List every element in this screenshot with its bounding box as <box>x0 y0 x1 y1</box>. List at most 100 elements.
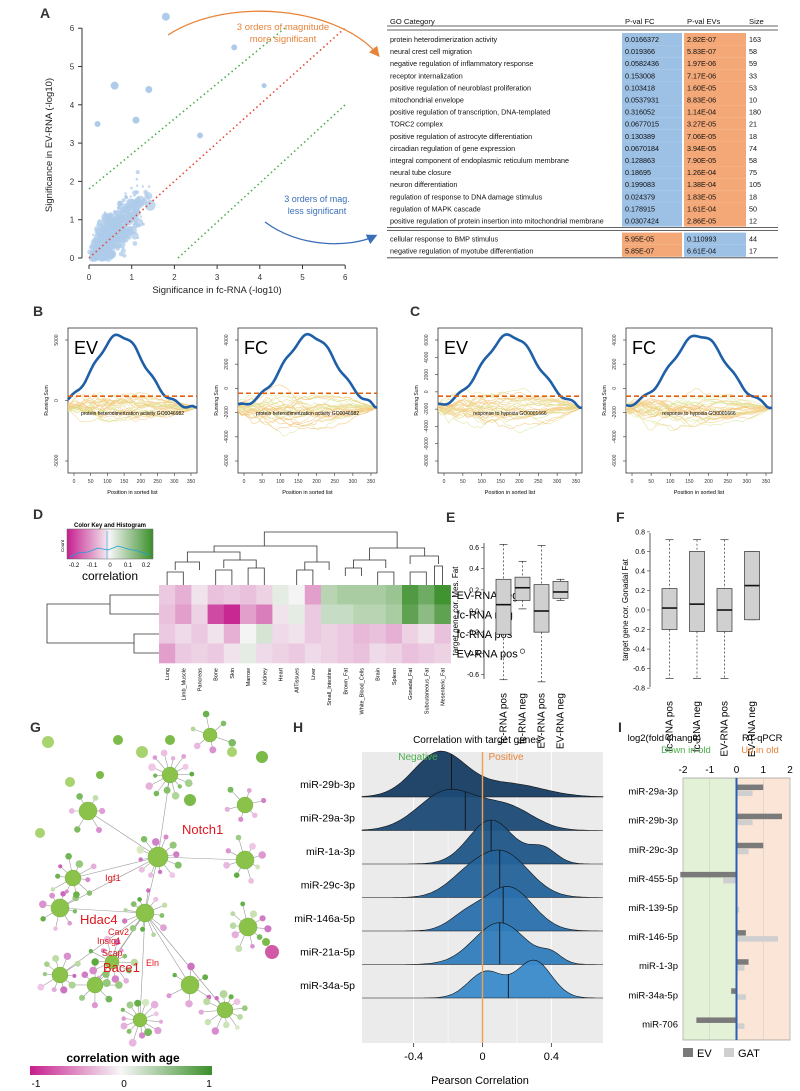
go-row-pval-ev: 1.83E-05 <box>687 192 716 201</box>
color-key-ylabel: Count <box>60 539 65 552</box>
gsea-x-tick-label: 50 <box>460 479 466 485</box>
scatter-y-tick-label: 2 <box>70 177 75 186</box>
scatter-point <box>119 211 123 214</box>
gsea-x-tick-label: 150 <box>496 479 505 485</box>
network-leaf-node <box>225 848 231 854</box>
bar-x-tick-label: 2 <box>787 765 793 776</box>
heatmap-cell <box>418 585 435 605</box>
go-header-category: GO Category <box>390 17 435 26</box>
bar-ev <box>731 988 737 994</box>
network-leaf-node <box>231 931 239 939</box>
ridge-positive-label: Positive <box>488 752 523 763</box>
gsea-panels: EV protein heterodimerization activity GO… <box>44 327 773 496</box>
network-leaf-node <box>63 952 72 960</box>
network-leaf-node <box>248 878 255 884</box>
heatmap-col-label: Liver <box>311 668 317 680</box>
network-leaf-node <box>39 900 47 909</box>
network-leaf-node <box>224 806 230 812</box>
scatter-point <box>117 205 121 209</box>
network-hub-node <box>236 796 254 814</box>
go-row-pval-ev: 5.83E-07 <box>687 47 716 56</box>
heatmap-col-label: Lung <box>165 668 171 680</box>
dendrogram-link <box>186 551 241 562</box>
scatter-y-tick-label: 3 <box>70 139 75 148</box>
heatmap-cell <box>321 604 338 625</box>
scatter-point <box>132 241 138 246</box>
scatter-x-tick-label: 5 <box>300 273 305 282</box>
box-category-label: fc-RNA pos <box>499 693 510 744</box>
bar-ev <box>736 842 764 849</box>
scatter-point <box>93 239 97 243</box>
go-row-pval-ev: 7.06E-05 <box>687 132 716 141</box>
network-hub-node <box>86 976 104 994</box>
go-row-category: neural tube closure <box>390 168 451 177</box>
scatter-point <box>141 185 144 188</box>
go-row-pval-ev: 1.26E-04 <box>687 168 716 177</box>
panel-label-e: E <box>446 509 455 525</box>
gsea-random-walk <box>237 394 378 412</box>
network-leaf-node <box>163 786 171 794</box>
heatmap-cell <box>272 624 289 644</box>
network-leaf-node <box>120 1007 125 1012</box>
ridge-x-label: Pearson Correlation <box>431 1075 529 1087</box>
go-row-pval-ev: 2.82E-07 <box>687 35 716 44</box>
gsea-random-walk <box>625 399 773 417</box>
legend-ev-swatch <box>683 1048 693 1057</box>
network-leaf-node <box>252 812 258 818</box>
box-y-tick-label: 0.0 <box>635 608 645 615</box>
dendrogram-link <box>434 565 443 585</box>
ridge-x-tick-label: -0.4 <box>404 1051 423 1063</box>
go-row-fc-cell <box>622 117 682 130</box>
dendrogram-link <box>166 571 184 585</box>
network-node <box>265 945 279 959</box>
go-row-fc-cell <box>622 141 682 154</box>
network-leaf-node <box>44 961 50 967</box>
heatmap-cell <box>175 624 192 644</box>
network-leaf-node <box>73 891 80 898</box>
box-y-tick-label: 0.6 <box>469 545 479 552</box>
network-leaf-node <box>261 797 267 804</box>
scatter-y-tick-label: 6 <box>70 24 75 33</box>
scatter-point <box>130 186 133 190</box>
go-row-fc-cell <box>622 166 682 179</box>
dendrogram-link <box>215 569 233 585</box>
network-leaf-node <box>60 986 68 994</box>
heatmap-cell <box>159 643 176 664</box>
bar-title-right: RT-qPCR <box>742 733 783 744</box>
heatmap-cell <box>159 585 176 605</box>
go-row-size: 18 <box>749 132 757 141</box>
gene-label-igf1: Igf1 <box>105 873 121 884</box>
network-leaf-node <box>184 779 193 787</box>
go-row-pval-ev: 1.97E-06 <box>687 59 716 68</box>
heatmap-col-label: White_Blood_Cells <box>360 668 366 715</box>
heatmap-col-label: Gonadal_Fat <box>408 668 414 700</box>
network-node <box>113 735 123 745</box>
network-node <box>165 735 175 745</box>
gsea-y-tick-label: -6000 <box>612 454 618 467</box>
lower-threshold-line <box>177 104 346 259</box>
ridge-series-label: miR-1a-3p <box>306 846 355 858</box>
network-leaf-node <box>65 853 72 860</box>
network-leaf-node <box>104 935 111 943</box>
network-leaf-node <box>152 755 158 760</box>
network-leaf-node <box>153 896 159 902</box>
network-node <box>227 747 237 757</box>
network-leaf-node <box>185 1000 193 1008</box>
bar-ev <box>736 930 746 936</box>
scatter-point <box>120 248 126 254</box>
scatter-point <box>112 213 115 216</box>
box-y-tick-label: 0.4 <box>635 568 645 575</box>
network-hub-node <box>180 975 200 995</box>
gsea-random-walk <box>437 401 583 415</box>
network-leaf-node <box>148 872 154 878</box>
gsea-y-tick-label: -5000 <box>54 454 60 467</box>
dendrogram-link <box>213 545 318 562</box>
scatter-point <box>94 226 100 232</box>
network-leaf-node <box>126 1028 132 1034</box>
color-key-tick: 0 <box>108 563 112 569</box>
scatter-point <box>141 198 148 205</box>
network-hub-node <box>78 801 98 821</box>
go-row-reverse-pval-ev: 6.61E-04 <box>687 247 716 256</box>
go-row-size: 58 <box>749 156 757 165</box>
heatmap-cell <box>402 643 419 664</box>
